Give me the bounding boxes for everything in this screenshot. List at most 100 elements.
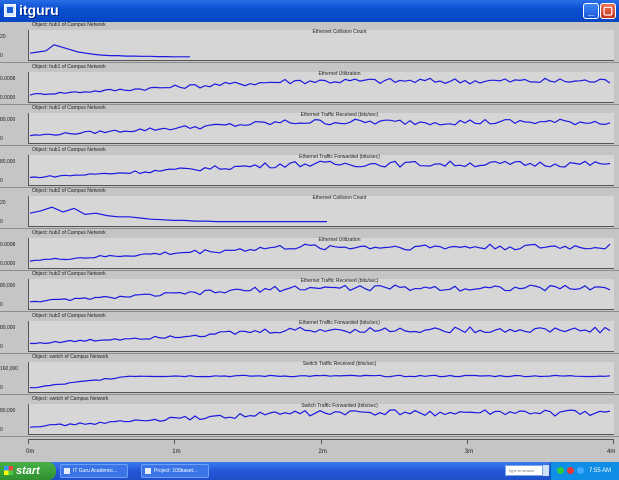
x-tick-label: 4m bbox=[607, 449, 616, 455]
series-line bbox=[29, 284, 611, 303]
security-tray-icon[interactable] bbox=[567, 467, 574, 474]
trace-line bbox=[29, 325, 611, 344]
itguru-task-icon bbox=[64, 468, 70, 474]
statistic-title: Ethernet Utilization bbox=[318, 236, 361, 243]
statistic-title: Ethernet Utilization bbox=[318, 70, 361, 77]
project-task-icon bbox=[145, 468, 151, 474]
plot-area bbox=[28, 279, 614, 310]
statistic-title: Ethernet Traffic Received (bits/sec) bbox=[300, 112, 379, 118]
series-line bbox=[29, 374, 611, 389]
task-label: IT Guru Academic... bbox=[73, 468, 118, 474]
series-line bbox=[29, 242, 611, 262]
object-label: Object: hub2 of Campus Network bbox=[32, 188, 106, 194]
series-line bbox=[29, 77, 611, 96]
windows-logo-icon bbox=[4, 466, 13, 475]
series-line bbox=[29, 118, 611, 137]
time-axis: 0m 1m 2m 3m 4m bbox=[0, 437, 619, 462]
trace-line bbox=[29, 77, 611, 96]
stat-panel: Object: hub2 of Campus Network Ethernet … bbox=[0, 271, 619, 312]
y-tick-bottom: 0 bbox=[0, 343, 3, 350]
y-tick-bottom: 0.0000 bbox=[0, 94, 16, 101]
object-label: Object: hub2 of Campus Network bbox=[32, 271, 106, 277]
stat-panel: Object: hub2 of Campus Network Ethernet … bbox=[0, 188, 619, 229]
stat-panel: Object: switch of Campus Network Switch … bbox=[0, 396, 619, 437]
system-tray: 7:55 AM bbox=[550, 462, 619, 480]
y-tick-bottom: 0 bbox=[0, 302, 3, 308]
graph-window: Object: hub1 of Campus Network Ethernet … bbox=[0, 22, 619, 462]
search-input[interactable]: Type to search bbox=[505, 465, 543, 476]
object-label: Object: hub1 of Campus Network bbox=[32, 22, 106, 28]
stat-panel: Object: switch of Campus Network Switch … bbox=[0, 354, 619, 395]
statistic-title: Ethernet Traffic Forwarded (bits/sec) bbox=[299, 319, 380, 326]
object-label: Object: hub2 of Campus Network bbox=[32, 312, 106, 319]
plot-area bbox=[28, 113, 614, 144]
x-tick-label: 0m bbox=[26, 449, 35, 455]
plot-area bbox=[28, 320, 614, 352]
plot-area bbox=[28, 362, 614, 393]
trace-line bbox=[29, 159, 611, 178]
start-button[interactable]: start bbox=[0, 462, 56, 480]
maximize-button[interactable]: ▢ bbox=[600, 3, 616, 19]
statistic-title: Switch Traffic Forwarded (bits/sec) bbox=[301, 402, 378, 409]
stat-panel: Object: hub1 of Campus Network Ethernet … bbox=[0, 64, 619, 105]
volume-tray-icon[interactable] bbox=[577, 467, 584, 474]
y-tick-top: 80,000 bbox=[0, 324, 16, 331]
window-title: itguru bbox=[19, 2, 59, 18]
title-bar[interactable]: itguru _ ▢ bbox=[0, 0, 619, 22]
trace-line bbox=[29, 242, 611, 262]
minimize-button[interactable]: _ bbox=[583, 3, 599, 19]
network-tray-icon[interactable] bbox=[557, 467, 564, 474]
series-line bbox=[29, 325, 611, 344]
x-tick-label: 2m bbox=[318, 449, 327, 455]
start-label: start bbox=[16, 465, 40, 477]
y-tick-bottom: 0 bbox=[0, 219, 3, 225]
statistic-title: Ethernet Traffic Received (bits/sec) bbox=[300, 278, 379, 284]
plot-area bbox=[28, 403, 614, 435]
y-tick-top: 80,000 bbox=[0, 117, 16, 123]
y-tick-top: 20 bbox=[0, 200, 6, 206]
object-label: Object: hub1 of Campus Network bbox=[32, 63, 106, 70]
trace-line bbox=[29, 118, 611, 137]
statistic-title: Switch Traffic Received (bits/sec) bbox=[302, 361, 377, 367]
trace-line bbox=[29, 374, 611, 389]
object-label: Object: switch of Campus Network bbox=[32, 395, 109, 402]
statistic-title: Ethernet Traffic Forwarded (bits/sec) bbox=[299, 153, 380, 160]
series-line bbox=[29, 44, 190, 58]
x-tick bbox=[466, 439, 468, 444]
y-tick-bottom: 0 bbox=[0, 136, 3, 142]
trace-line bbox=[29, 408, 611, 428]
stat-panel: Object: hub1 of Campus Network Ethernet … bbox=[0, 147, 619, 188]
app-icon bbox=[4, 4, 16, 17]
stat-panel: Object: hub1 of Campus Network Ethernet … bbox=[0, 22, 619, 63]
plot-area bbox=[28, 237, 614, 269]
stat-panel: Object: hub2 of Campus Network Ethernet … bbox=[0, 313, 619, 354]
x-tick bbox=[320, 439, 322, 444]
object-label: Object: hub1 of Campus Network bbox=[32, 146, 106, 153]
search-dropdown-icon[interactable] bbox=[543, 465, 549, 476]
stat-panel: Object: hub1 of Campus Network Ethernet … bbox=[0, 105, 619, 146]
trace-line bbox=[29, 206, 327, 223]
stat-panels: Object: hub1 of Campus Network Ethernet … bbox=[0, 22, 619, 437]
clock: 7:55 AM bbox=[589, 468, 612, 474]
y-tick-top: 80,000 bbox=[0, 407, 16, 414]
task-label: Project: 100baset... bbox=[154, 468, 198, 474]
y-tick-bottom: 0 bbox=[0, 177, 3, 184]
y-tick-bottom: 0 bbox=[0, 53, 3, 59]
y-tick-top: 20 bbox=[0, 34, 6, 40]
object-label: Object: hub2 of Campus Network bbox=[32, 229, 106, 236]
taskbar: start IT Guru Academic... Project: 100ba… bbox=[0, 462, 619, 480]
y-tick-bottom: 0.0000 bbox=[0, 260, 16, 267]
y-tick-bottom: 0 bbox=[0, 385, 3, 391]
task-itguru[interactable]: IT Guru Academic... bbox=[60, 464, 128, 478]
x-tick bbox=[174, 439, 176, 444]
series-line bbox=[29, 408, 611, 428]
plot-area bbox=[28, 154, 614, 186]
task-project[interactable]: Project: 100baset... bbox=[141, 464, 209, 478]
statistic-title: Ethernet Collision Count bbox=[312, 29, 367, 35]
x-tick bbox=[28, 439, 29, 444]
plot-area bbox=[28, 71, 614, 103]
stat-panel: Object: hub2 of Campus Network Ethernet … bbox=[0, 230, 619, 271]
y-tick-top: 160,000 bbox=[0, 366, 19, 372]
x-tick bbox=[613, 439, 614, 444]
object-label: Object: hub1 of Campus Network bbox=[32, 105, 106, 111]
